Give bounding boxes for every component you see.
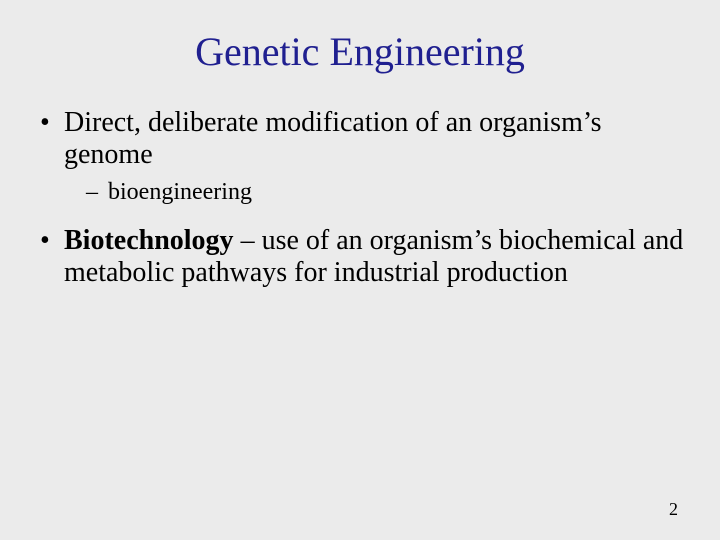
- bullet-marker: •: [40, 225, 64, 289]
- slide-title: Genetic Engineering: [28, 28, 692, 75]
- bullet-text: Biotechnology – use of an organism’s bio…: [64, 225, 692, 289]
- sub-bullet-item: – bioengineering: [86, 179, 692, 207]
- bullet-item: • Biotechnology – use of an organism’s b…: [40, 225, 692, 289]
- bold-term: Biotechnology: [64, 225, 234, 256]
- separator: –: [234, 225, 262, 256]
- page-number: 2: [669, 499, 678, 520]
- bullet-marker: •: [40, 107, 64, 171]
- bullet-text: Direct, deliberate modification of an or…: [64, 107, 692, 171]
- bullet-item: • Direct, deliberate modification of an …: [40, 107, 692, 171]
- slide: Genetic Engineering • Direct, deliberate…: [0, 0, 720, 540]
- dash-marker: –: [86, 179, 108, 207]
- sub-bullet-text: bioengineering: [108, 179, 692, 207]
